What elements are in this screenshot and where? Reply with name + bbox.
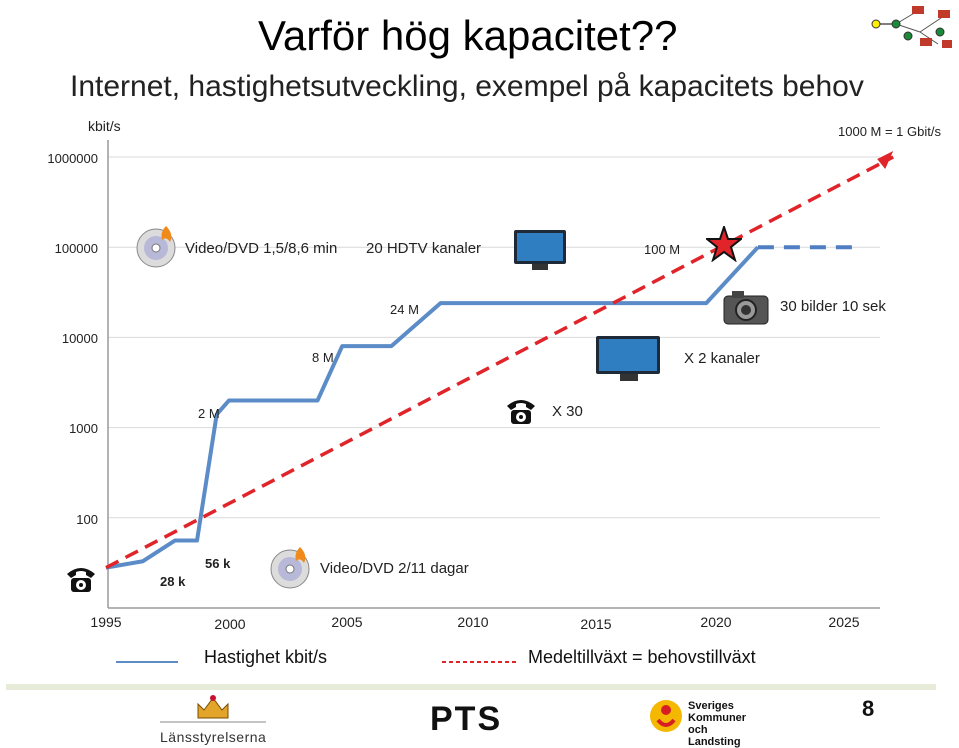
annotation-video-dvd-min: Video/DVD 1,5/8,6 min <box>185 240 338 257</box>
x-tick-label: 2025 <box>828 614 860 630</box>
legend-swatch-growth <box>442 661 516 663</box>
y-tick-label: 10000 <box>61 331 98 346</box>
dvd-icon <box>136 226 176 268</box>
annotation-8m: 8 M <box>312 350 334 365</box>
page-number: 8 <box>862 696 875 721</box>
telephone-icon <box>507 400 535 424</box>
series-line-1 <box>105 155 895 570</box>
annotation-hdtv: 20 HDTV kanaler <box>366 240 482 257</box>
y-tick-label: 1000 <box>69 421 98 436</box>
x-tick-label: 2010 <box>457 614 489 630</box>
tv-icon <box>596 336 660 381</box>
star-icon <box>706 226 742 262</box>
x-tick-label: 2015 <box>580 616 612 632</box>
annotation-photos: 30 bilder 10 sek <box>780 298 886 315</box>
slide-subtitle: Internet, hastighetsutveckling, exempel … <box>70 70 864 103</box>
camera-icon <box>723 291 769 325</box>
series-line-0 <box>105 245 760 570</box>
annotation-24m: 24 M <box>390 302 419 317</box>
annotation-2m: 2 M <box>198 406 220 421</box>
telephone-icon <box>67 568 95 592</box>
annotation-video-dvd-days: Video/DVD 2/11 dagar <box>320 560 469 577</box>
annotation-x30: X 30 <box>552 403 583 420</box>
lansstyrelserna-logo: Länsstyrelserna <box>160 694 267 745</box>
annotation-56k: 56 k <box>205 556 231 571</box>
x-tick-label: 1995 <box>90 614 122 630</box>
y-tick-label: 100 <box>76 512 98 527</box>
annotation-28k: 28 k <box>160 574 186 589</box>
annotation-100m: 100 M <box>644 242 681 257</box>
x-tick-label: 2020 <box>700 614 732 630</box>
skl-logo: Sveriges Kommuner och Landsting <box>648 696 760 748</box>
chart-grid <box>108 156 880 519</box>
skl-text: Sveriges Kommuner och Landsting <box>688 700 747 748</box>
tv-icon <box>514 230 566 270</box>
lansstyrelserna-text: Länsstyrelserna <box>160 729 267 745</box>
slide-title: Varför hög kapacitet?? <box>258 12 678 59</box>
y-tick-label: 1000000 <box>47 151 98 166</box>
footer-divider <box>6 684 936 690</box>
chart-series <box>105 151 895 570</box>
chart-axes <box>107 140 880 609</box>
legend-swatch-speed <box>116 661 178 663</box>
network-logo-icon <box>871 6 952 48</box>
y-tick-label: 100000 <box>54 241 98 256</box>
pts-logo: PTS <box>430 700 503 738</box>
dvd-icon <box>270 547 310 589</box>
legend-label-speed: Hastighet kbit/s <box>204 647 328 667</box>
x-tick-label: 2005 <box>331 614 363 630</box>
unit-note: 1000 M = 1 Gbit/s <box>838 124 941 139</box>
legend-label-growth: Medeltillväxt = behovstillväxt <box>528 647 756 667</box>
growth-arrowhead <box>877 151 894 169</box>
x-tick-label: 2000 <box>214 616 246 632</box>
y-axis-unit: kbit/s <box>88 118 121 134</box>
annotation-x2: X 2 kanaler <box>684 350 760 367</box>
